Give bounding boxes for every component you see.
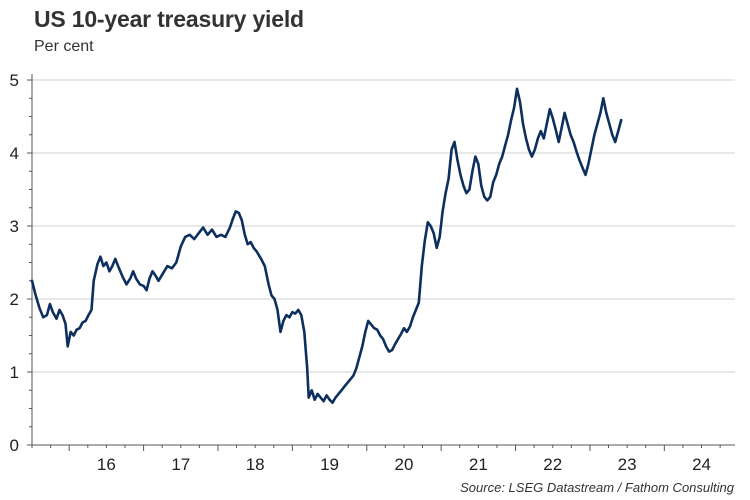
y-tick-label-2: 2 [10,290,19,309]
x-tick-label-24: 24 [692,455,711,474]
y-tick-label-0: 0 [10,436,19,455]
series-layer [30,87,623,405]
x-tick-label-23: 23 [618,455,637,474]
gridlines [32,79,735,373]
x-tick-label-16: 16 [97,455,116,474]
series-line-1 [30,87,623,405]
chart-title: US 10-year treasury yield [34,6,304,32]
x-tick-label-18: 18 [246,455,265,474]
x-tick-label-17: 17 [171,455,190,474]
x-tick-label-19: 19 [320,455,339,474]
y-tick-label-1: 1 [10,363,19,382]
x-tick-label-20: 20 [394,455,413,474]
chart-source: Source: LSEG Datastream / Fathom Consult… [460,480,734,495]
y-tick-label-5: 5 [10,71,19,90]
y-tick-label-3: 3 [10,217,19,236]
x-tick-label-22: 22 [543,455,562,474]
x-tick-label-21: 21 [469,455,488,474]
chart-subtitle: Per cent [34,38,94,55]
y-tick-label-4: 4 [10,144,19,163]
axes [27,74,735,451]
